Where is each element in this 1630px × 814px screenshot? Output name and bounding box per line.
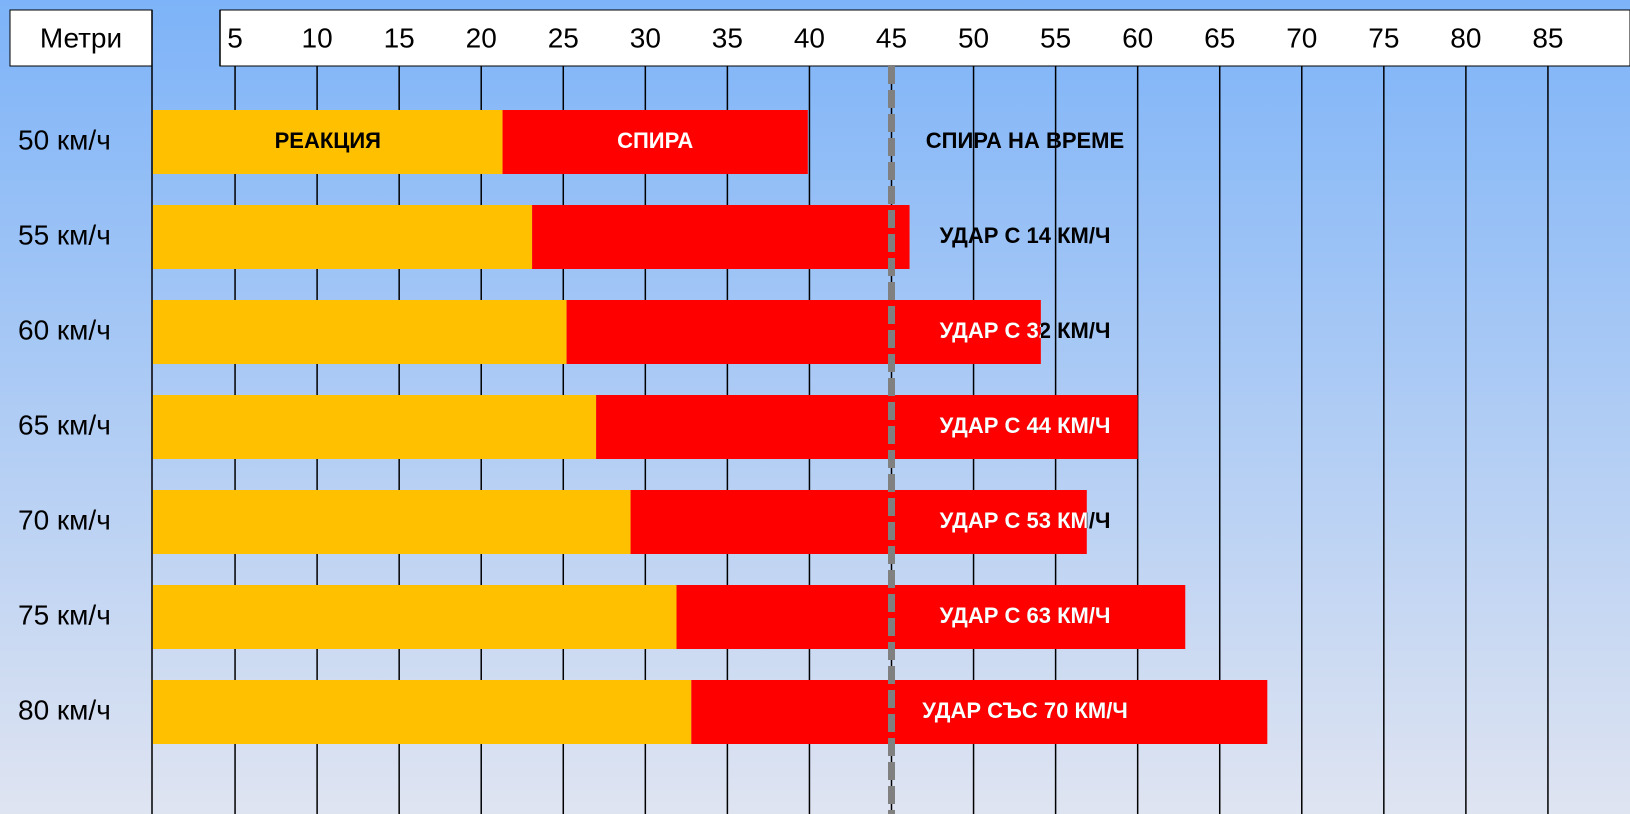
x-tick-label: 40 xyxy=(794,22,825,53)
bar-segment xyxy=(153,490,631,554)
x-tick-label: 15 xyxy=(384,22,415,53)
axis-label: Метри xyxy=(40,22,122,53)
bar-segment xyxy=(532,205,910,269)
annotation-overlay: УДАР С 44 КМ/Ч xyxy=(940,413,1111,438)
x-tick-label: 25 xyxy=(548,22,579,53)
annotation-overlay: УДАР С 32 КМ/Ч xyxy=(940,318,1111,343)
bar-segment xyxy=(691,680,1268,744)
x-tick-label: 45 xyxy=(876,22,907,53)
annotation: УДАР С 14 КМ/Ч xyxy=(940,223,1111,248)
category-label: 60 км/ч xyxy=(18,314,111,345)
annotation-overlay: УДАР С 53 КМ/Ч xyxy=(940,508,1111,533)
x-tick-label: 50 xyxy=(958,22,989,53)
bar-segment xyxy=(153,110,503,174)
annotation: УДАР С 44 КМ/Ч xyxy=(940,413,1111,438)
x-tick-label: 5 xyxy=(227,22,243,53)
annotation: УДАР СЪС 70 КМ/Ч xyxy=(922,698,1128,723)
annotation: УДАР С 32 КМ/Ч xyxy=(940,318,1111,343)
x-tick-label: 55 xyxy=(1040,22,1071,53)
bar-segment xyxy=(676,585,1186,649)
category-label: 65 км/ч xyxy=(18,409,111,440)
bar-segment xyxy=(153,585,677,649)
annotation: УДАР С 53 КМ/Ч xyxy=(940,508,1111,533)
bar-segment xyxy=(566,300,1041,364)
header-cell xyxy=(9,9,153,67)
category-label: 75 км/ч xyxy=(18,599,111,630)
x-tick-label: 75 xyxy=(1368,22,1399,53)
annotation: УДАР С 63 КМ/Ч xyxy=(940,603,1111,628)
bar-segment xyxy=(153,680,692,744)
x-tick-label: 60 xyxy=(1122,22,1153,53)
category-label: 50 км/ч xyxy=(18,124,111,155)
category-label: 80 км/ч xyxy=(18,694,111,725)
bar-segment xyxy=(502,110,808,174)
x-tick-label: 65 xyxy=(1204,22,1235,53)
x-tick-label: 20 xyxy=(466,22,497,53)
bar-segment xyxy=(630,490,1087,554)
bar-segment xyxy=(153,300,567,364)
segment-label: РЕАКЦИЯ xyxy=(275,128,381,153)
category-label: 70 км/ч xyxy=(18,504,111,535)
bar-segment xyxy=(596,395,1138,459)
x-tick-label: 80 xyxy=(1450,22,1481,53)
x-tick-label: 30 xyxy=(630,22,661,53)
annotation-overlay: УДАР СЪС 70 КМ/Ч xyxy=(922,698,1128,723)
bar-segment xyxy=(153,395,597,459)
segment-label: СПИРА xyxy=(617,128,693,153)
x-tick-label: 10 xyxy=(302,22,333,53)
x-tick-label: 70 xyxy=(1286,22,1317,53)
bar-segment xyxy=(153,205,533,269)
annotation-overlay: УДАР С 63 КМ/Ч xyxy=(940,603,1111,628)
annotation: СПИРА НА ВРЕМЕ xyxy=(926,128,1124,153)
x-tick-label: 85 xyxy=(1532,22,1563,53)
x-tick-label: 35 xyxy=(712,22,743,53)
category-label: 55 км/ч xyxy=(18,219,111,250)
header-cell xyxy=(219,9,1630,67)
